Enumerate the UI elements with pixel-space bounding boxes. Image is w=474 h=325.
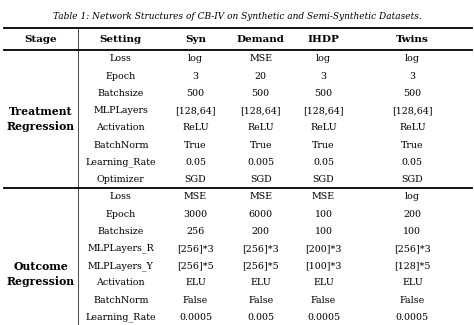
Text: 100: 100 xyxy=(403,227,421,236)
Text: [128]*5: [128]*5 xyxy=(394,261,431,270)
Text: Treatment
Regression: Treatment Regression xyxy=(7,107,75,132)
Text: Outcome
Regression: Outcome Regression xyxy=(7,262,75,287)
Text: Batchsize: Batchsize xyxy=(98,89,144,98)
Text: Epoch: Epoch xyxy=(106,72,136,81)
Text: [128,64]: [128,64] xyxy=(240,106,281,115)
Text: [256]*3: [256]*3 xyxy=(177,244,214,253)
Text: Activation: Activation xyxy=(97,279,145,287)
Text: True: True xyxy=(249,141,272,150)
Text: SGD: SGD xyxy=(185,175,206,184)
Text: ELU: ELU xyxy=(250,279,271,287)
Text: 3: 3 xyxy=(410,72,415,81)
Text: SGD: SGD xyxy=(313,175,334,184)
Text: MLPLayers: MLPLayers xyxy=(93,106,148,115)
Text: Learning_Rate: Learning_Rate xyxy=(86,313,156,322)
Text: Loss: Loss xyxy=(110,55,132,63)
Text: 0.05: 0.05 xyxy=(402,158,423,167)
Text: 0.005: 0.005 xyxy=(247,313,274,322)
Text: 0.0005: 0.0005 xyxy=(179,313,212,322)
Text: Loss: Loss xyxy=(110,192,132,201)
Text: 500: 500 xyxy=(314,89,333,98)
Text: [128,64]: [128,64] xyxy=(392,106,433,115)
Text: ReLU: ReLU xyxy=(310,124,337,132)
Text: False: False xyxy=(248,296,273,305)
Text: 100: 100 xyxy=(315,210,332,218)
Text: True: True xyxy=(184,141,207,150)
Text: BatchNorm: BatchNorm xyxy=(93,141,149,150)
Text: False: False xyxy=(311,296,336,305)
Text: log: log xyxy=(405,55,420,63)
Text: 3000: 3000 xyxy=(183,210,208,218)
Text: Activation: Activation xyxy=(97,124,145,132)
Text: Demand: Demand xyxy=(237,35,285,44)
Text: 500: 500 xyxy=(252,89,270,98)
Text: True: True xyxy=(401,141,424,150)
Text: ReLU: ReLU xyxy=(182,124,209,132)
Text: Table 1: Network Structures of CB-IV on Synthetic and Semi-Synthetic Datasets.: Table 1: Network Structures of CB-IV on … xyxy=(53,12,421,21)
Text: 20: 20 xyxy=(255,72,267,81)
Text: False: False xyxy=(183,296,208,305)
Text: Optimizer: Optimizer xyxy=(97,175,145,184)
Text: [256]*3: [256]*3 xyxy=(394,244,431,253)
Text: ELU: ELU xyxy=(402,279,423,287)
Text: Batchsize: Batchsize xyxy=(98,227,144,236)
Text: MSE: MSE xyxy=(312,192,335,201)
Text: Stage: Stage xyxy=(25,35,57,44)
Text: 100: 100 xyxy=(315,227,332,236)
Text: log: log xyxy=(316,55,331,63)
Text: log: log xyxy=(405,192,420,201)
Text: False: False xyxy=(400,296,425,305)
Text: IHDP: IHDP xyxy=(308,35,339,44)
Text: Setting: Setting xyxy=(100,35,142,44)
Text: 3: 3 xyxy=(320,72,327,81)
Text: Syn: Syn xyxy=(185,35,206,44)
Text: SGD: SGD xyxy=(250,175,272,184)
Text: Twins: Twins xyxy=(396,35,429,44)
Text: 3: 3 xyxy=(192,72,199,81)
Text: 256: 256 xyxy=(186,227,205,236)
Text: [128,64]: [128,64] xyxy=(303,106,344,115)
Text: MSE: MSE xyxy=(249,55,272,63)
Text: BatchNorm: BatchNorm xyxy=(93,296,149,305)
Text: ELU: ELU xyxy=(185,279,206,287)
Text: SGD: SGD xyxy=(401,175,423,184)
Text: 6000: 6000 xyxy=(249,210,273,218)
Text: ReLU: ReLU xyxy=(399,124,426,132)
Text: [200]*3: [200]*3 xyxy=(305,244,342,253)
Text: 0.0005: 0.0005 xyxy=(396,313,429,322)
Text: MLPLayers_R: MLPLayers_R xyxy=(88,244,154,253)
Text: ReLU: ReLU xyxy=(247,124,274,132)
Text: MSE: MSE xyxy=(184,192,207,201)
Text: 200: 200 xyxy=(403,210,421,218)
Text: True: True xyxy=(312,141,335,150)
Text: MSE: MSE xyxy=(249,192,272,201)
Text: [128,64]: [128,64] xyxy=(175,106,216,115)
Text: [100]*3: [100]*3 xyxy=(305,261,342,270)
Text: 500: 500 xyxy=(403,89,421,98)
Text: [256]*5: [256]*5 xyxy=(177,261,214,270)
Text: [256]*3: [256]*3 xyxy=(242,244,279,253)
Text: 0.005: 0.005 xyxy=(247,158,274,167)
Text: 0.0005: 0.0005 xyxy=(307,313,340,322)
Text: 0.05: 0.05 xyxy=(313,158,334,167)
Text: 0.05: 0.05 xyxy=(185,158,206,167)
Text: MLPLayers_Y: MLPLayers_Y xyxy=(88,261,154,270)
Text: 200: 200 xyxy=(252,227,270,236)
Text: Learning_Rate: Learning_Rate xyxy=(86,158,156,167)
Text: ELU: ELU xyxy=(313,279,334,287)
Text: [256]*5: [256]*5 xyxy=(242,261,279,270)
Text: log: log xyxy=(188,55,203,63)
Text: Epoch: Epoch xyxy=(106,210,136,218)
Text: 500: 500 xyxy=(186,89,205,98)
